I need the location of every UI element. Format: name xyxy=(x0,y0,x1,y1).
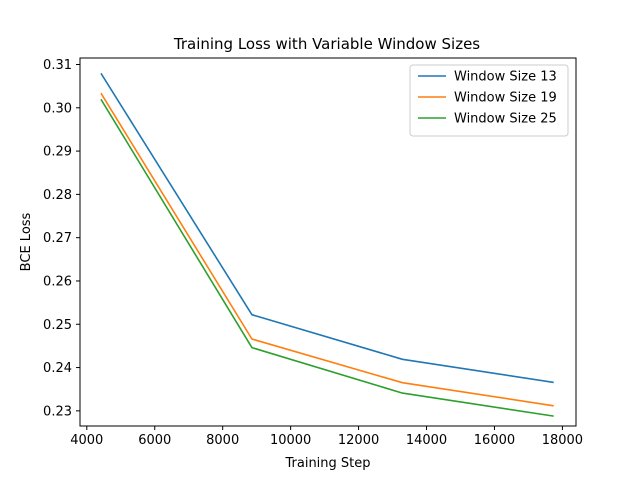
y-axis-label: BCE Loss xyxy=(19,212,34,271)
y-tick-label: 0.25 xyxy=(43,318,72,333)
legend-box xyxy=(409,64,569,137)
y-tick-label: 0.24 xyxy=(43,361,72,376)
legend-label-3: Window Size 25 xyxy=(454,112,557,127)
series-layer xyxy=(100,72,554,417)
series-line-3 xyxy=(100,98,554,417)
plot-area-frame xyxy=(79,57,577,427)
y-axis-ticks: 0.23 0.24 0.25 0.26 0.27 0.28 0.29 0.30 0.31 xyxy=(43,58,80,419)
x-axis-ticks: 4000 6000 8000 10000 12000 14000 16000 18000 xyxy=(70,426,583,448)
y-tick-label: 0.26 xyxy=(43,274,72,289)
x-tick-label: 10000 xyxy=(270,433,311,448)
x-tick-label: 18000 xyxy=(542,433,583,448)
legend: Window Size 13 Window Size 19 Window Size … xyxy=(409,64,569,137)
series-line-1 xyxy=(100,72,554,384)
x-axis-label: Training Step xyxy=(284,456,370,471)
y-tick-label: 0.31 xyxy=(43,58,72,73)
y-tick-label: 0.28 xyxy=(43,188,72,203)
y-tick-label: 0.29 xyxy=(43,145,72,160)
x-tick-label: 8000 xyxy=(206,433,239,448)
y-tick-label: 0.30 xyxy=(43,101,72,116)
y-tick-label: 0.27 xyxy=(43,231,72,246)
x-tick-label: 16000 xyxy=(474,433,515,448)
legend-label-2: Window Size 19 xyxy=(454,91,557,106)
y-tick-label: 0.23 xyxy=(43,404,72,419)
legend-label-1: Window Size 13 xyxy=(454,70,557,85)
x-tick-label: 12000 xyxy=(338,433,379,448)
x-tick-label: 6000 xyxy=(138,433,171,448)
x-tick-label: 4000 xyxy=(70,433,103,448)
series-line-2 xyxy=(100,92,554,407)
chart-title: Training Loss with Variable Window Sizes xyxy=(173,35,480,53)
x-tick-label: 14000 xyxy=(406,433,447,448)
